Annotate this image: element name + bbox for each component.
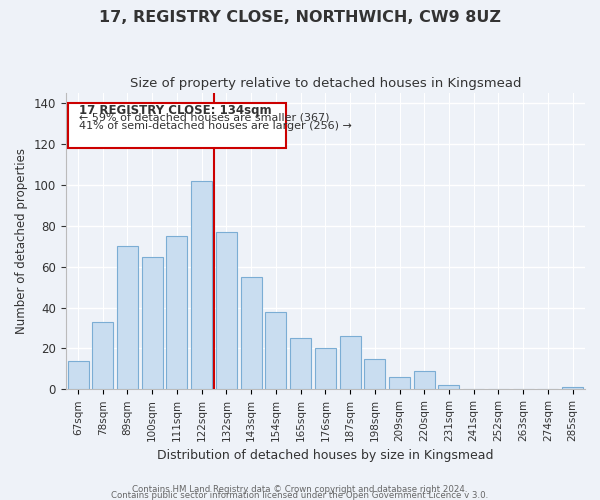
Bar — [166, 236, 187, 390]
Bar — [290, 338, 311, 390]
Bar — [364, 358, 385, 390]
Bar — [265, 312, 286, 390]
X-axis label: Distribution of detached houses by size in Kingsmead: Distribution of detached houses by size … — [157, 450, 494, 462]
Bar — [142, 256, 163, 390]
Title: Size of property relative to detached houses in Kingsmead: Size of property relative to detached ho… — [130, 78, 521, 90]
Bar — [191, 181, 212, 390]
Text: ← 59% of detached houses are smaller (367): ← 59% of detached houses are smaller (36… — [79, 112, 329, 122]
Bar — [92, 322, 113, 390]
Bar — [562, 388, 583, 390]
Bar — [68, 360, 89, 390]
Bar — [315, 348, 336, 390]
Bar — [117, 246, 138, 390]
Bar — [216, 232, 237, 390]
Bar — [340, 336, 361, 390]
Bar — [241, 277, 262, 390]
Text: 17, REGISTRY CLOSE, NORTHWICH, CW9 8UZ: 17, REGISTRY CLOSE, NORTHWICH, CW9 8UZ — [99, 10, 501, 25]
Text: Contains public sector information licensed under the Open Government Licence v : Contains public sector information licen… — [112, 490, 488, 500]
FancyBboxPatch shape — [68, 104, 286, 148]
Y-axis label: Number of detached properties: Number of detached properties — [15, 148, 28, 334]
Text: Contains HM Land Registry data © Crown copyright and database right 2024.: Contains HM Land Registry data © Crown c… — [132, 484, 468, 494]
Text: 17 REGISTRY CLOSE: 134sqm: 17 REGISTRY CLOSE: 134sqm — [79, 104, 271, 118]
Bar — [439, 385, 460, 390]
Bar — [389, 377, 410, 390]
Text: 41% of semi-detached houses are larger (256) →: 41% of semi-detached houses are larger (… — [79, 120, 352, 130]
Bar — [414, 371, 435, 390]
